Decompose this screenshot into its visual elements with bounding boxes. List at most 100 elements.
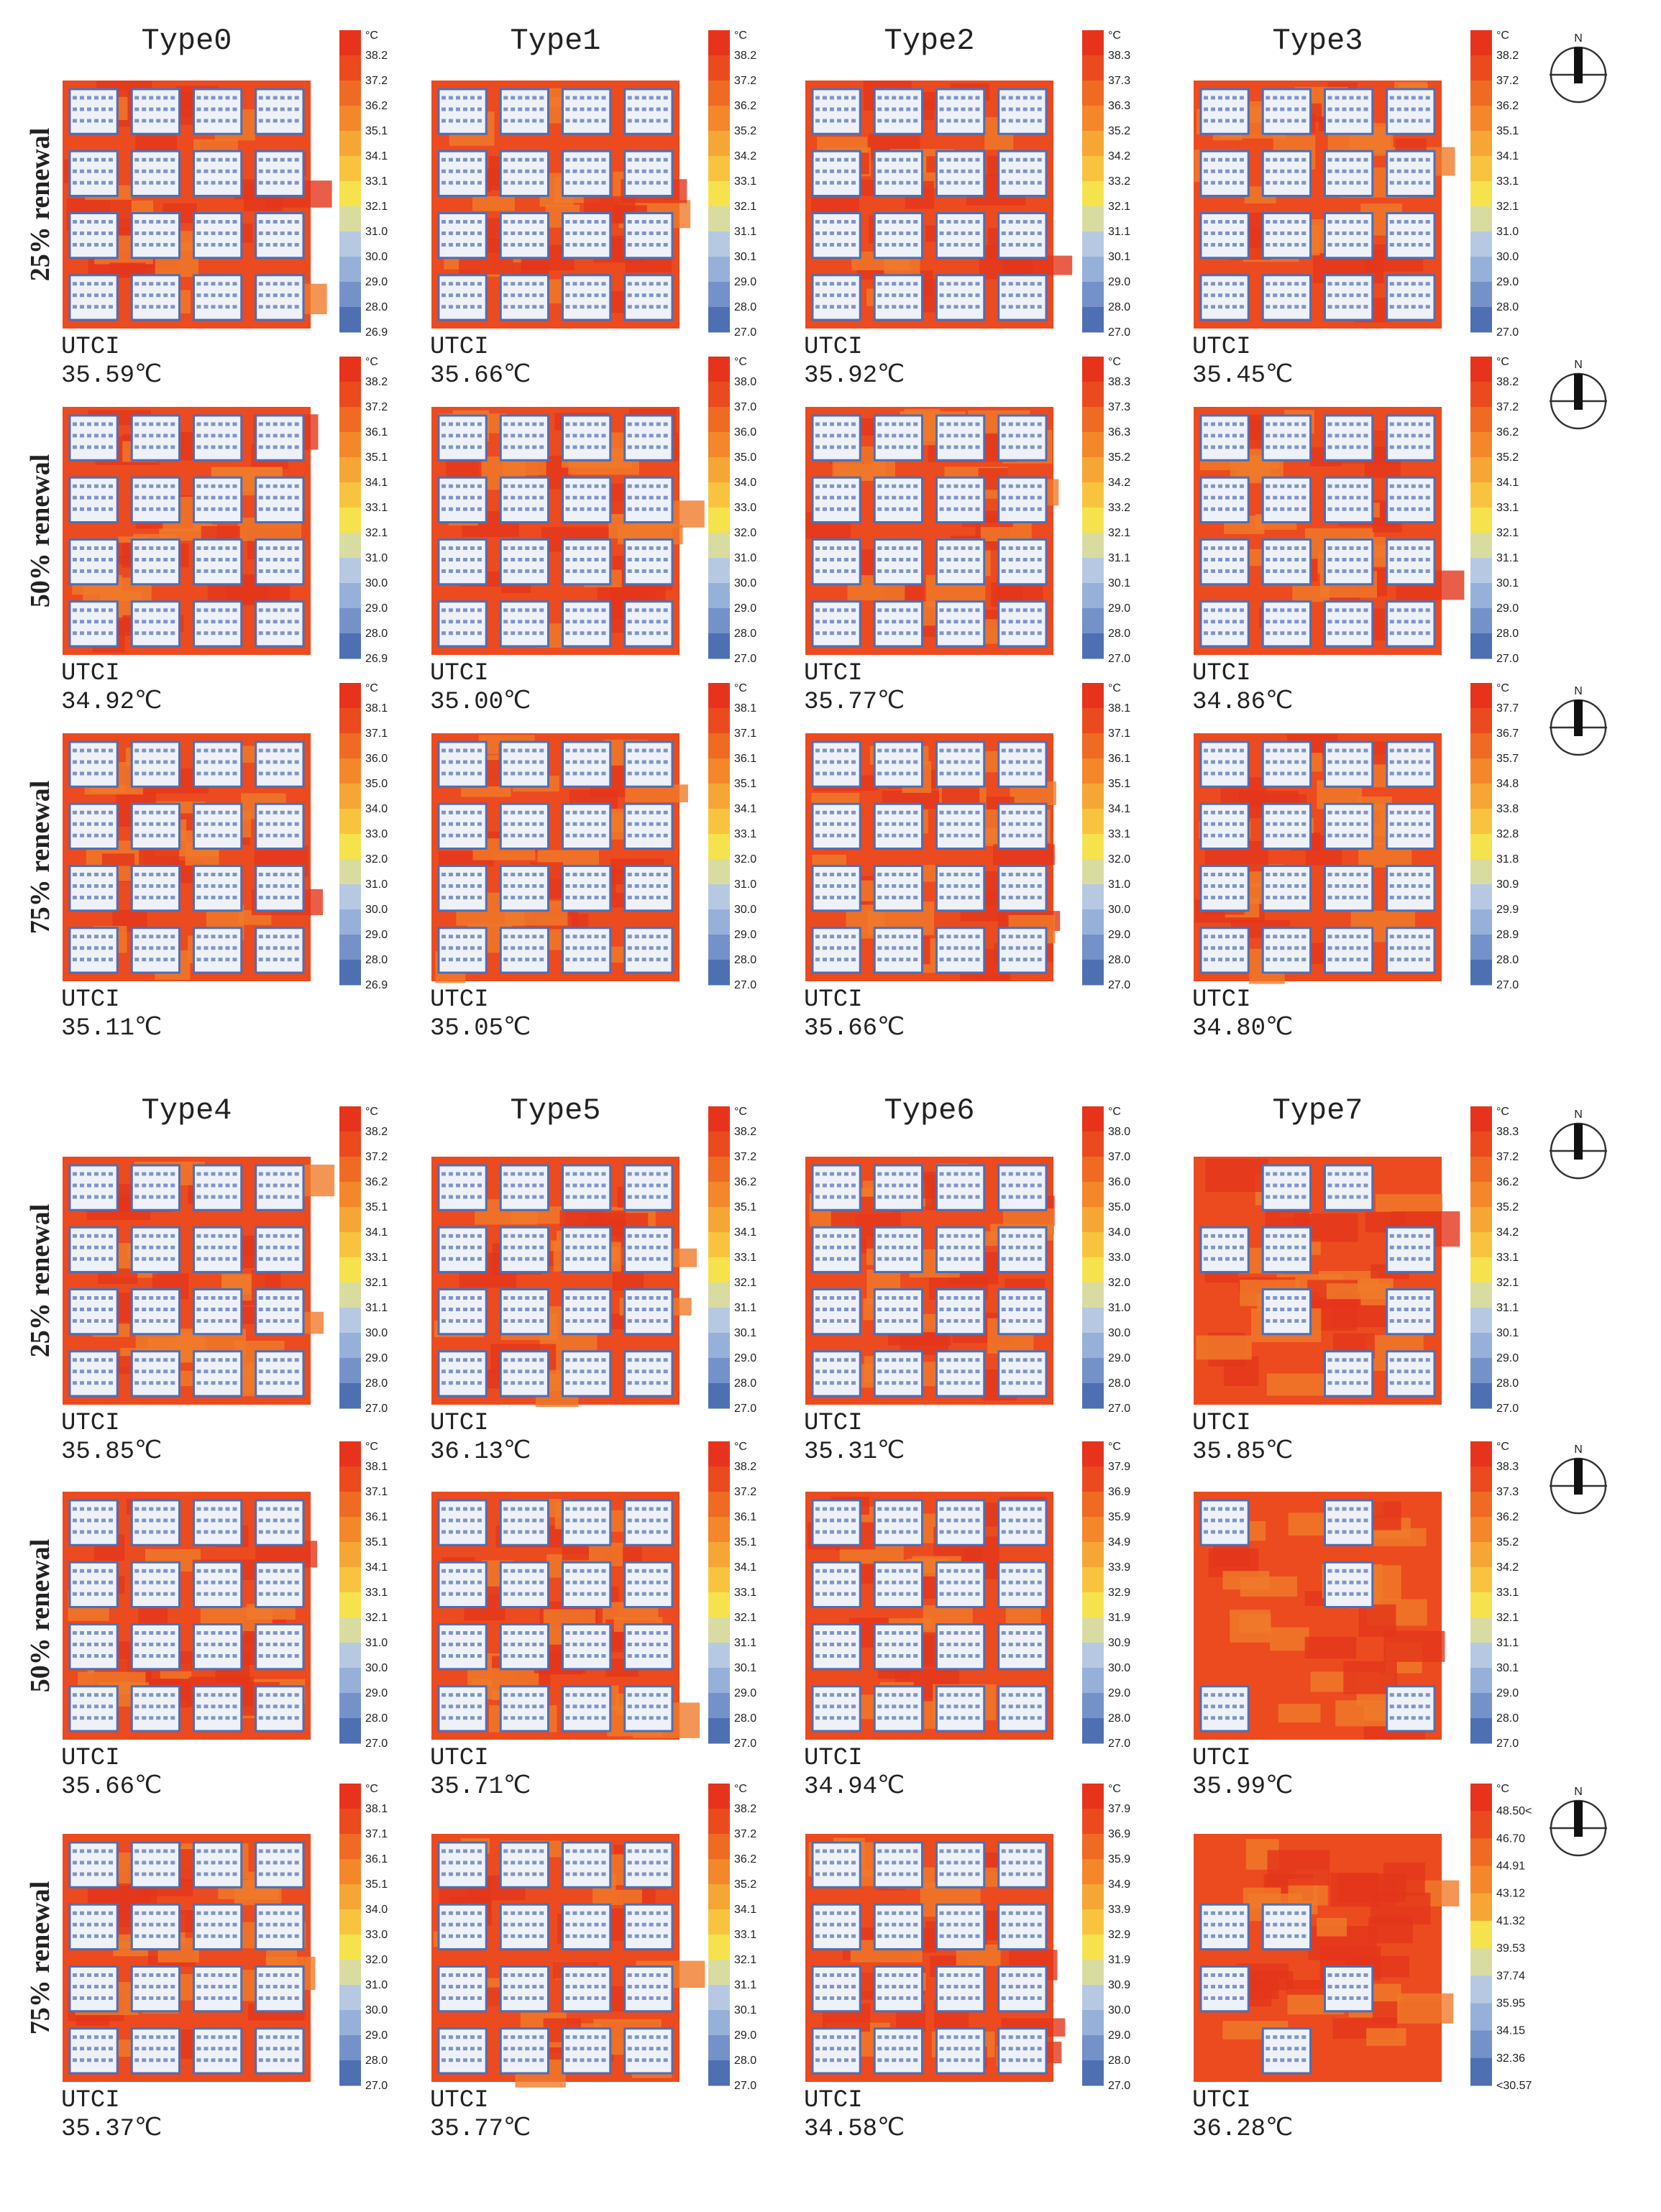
metric-label: UTCI xyxy=(430,986,489,1014)
colorbar-label: 37.0 xyxy=(1108,1151,1130,1163)
colorbar-swatch xyxy=(708,1232,730,1258)
colorbar-label: 33.8 xyxy=(1496,803,1519,815)
colorbar-swatch xyxy=(339,1859,361,1885)
colorbar-swatch xyxy=(1470,1893,1492,1922)
colorbar-swatch xyxy=(339,1257,361,1283)
metric-value: 35.05℃ xyxy=(430,1015,531,1042)
colorbar-label: 30.1 xyxy=(734,2004,756,2016)
building-block xyxy=(499,1841,549,1889)
colorbar-label: 38.1 xyxy=(734,702,756,715)
colorbar-swatch xyxy=(708,884,730,910)
heat-patch xyxy=(559,1210,626,1227)
building-block xyxy=(562,150,612,197)
compass-needle xyxy=(1574,47,1583,83)
colorbar-swatch xyxy=(339,1441,361,1467)
colorbar-swatch xyxy=(1082,257,1104,283)
colorbar-swatch xyxy=(339,1960,361,1986)
building-block xyxy=(562,1623,612,1671)
metric-value: 36.28℃ xyxy=(1192,2116,1293,2143)
colorbar-label: 36.1 xyxy=(365,426,388,439)
building-block xyxy=(255,150,305,197)
building-block xyxy=(623,1623,674,1671)
colorbar-label: 29.0 xyxy=(1108,929,1130,941)
metric-label: UTCI xyxy=(1192,660,1251,687)
colorbar-swatch xyxy=(708,1383,730,1409)
colorbar-swatch xyxy=(708,1668,730,1694)
colorbar-label: 36.2 xyxy=(734,1176,756,1188)
building-block xyxy=(437,1965,488,2013)
building-block xyxy=(193,1164,243,1211)
building-block xyxy=(873,865,923,912)
colorbar-swatch xyxy=(708,282,730,308)
heat-map xyxy=(805,81,1073,329)
colorbar-swatch xyxy=(708,1617,730,1643)
colorbar-swatch xyxy=(708,809,730,835)
colorbar-label: 28.0 xyxy=(1108,1377,1130,1390)
colorbar-label: 29.0 xyxy=(365,1352,388,1364)
colorbar-label: 35.0 xyxy=(734,451,756,464)
colorbar-label: 32.8 xyxy=(1496,828,1519,840)
building-block xyxy=(499,88,549,135)
metric-value: 35.85℃ xyxy=(1192,1438,1293,1466)
building-block xyxy=(1386,927,1436,974)
heat-map xyxy=(805,407,1059,655)
building-block xyxy=(811,476,861,523)
heat-patch xyxy=(1005,1605,1041,1626)
building-block xyxy=(873,1561,923,1608)
colorbar-swatch xyxy=(339,482,361,508)
building-block xyxy=(255,600,305,648)
metric-label: UTCI xyxy=(430,1410,489,1437)
colorbar-label: 28.0 xyxy=(734,954,756,966)
colorbar-swatch xyxy=(1470,909,1492,935)
metric-value: 35.31℃ xyxy=(804,1438,905,1466)
colorbar-label: 36.9 xyxy=(1108,1828,1130,1840)
colorbar-swatch xyxy=(1470,1182,1492,1208)
colorbar-label: 37.74 xyxy=(1496,1970,1525,1982)
colorbar-label: 26.9 xyxy=(365,653,388,665)
colorbar-label: 32.9 xyxy=(1108,1587,1130,1599)
colorbar-swatch xyxy=(708,834,730,860)
colorbar-label: 35.1 xyxy=(365,1201,388,1213)
building-block xyxy=(997,1623,1048,1671)
building-block xyxy=(437,150,488,197)
colorbar-swatch xyxy=(708,608,730,634)
building-block xyxy=(255,1903,305,1950)
building-block xyxy=(68,802,119,850)
colorbar-label: 34.0 xyxy=(1108,1226,1130,1239)
colorbar-swatch xyxy=(1470,1592,1492,1618)
building-block xyxy=(499,927,549,974)
colorbar-swatch xyxy=(708,55,730,81)
building-block xyxy=(68,476,119,523)
compass-label: N xyxy=(1574,359,1583,371)
building-block xyxy=(873,802,923,850)
colorbar-swatch xyxy=(708,30,730,56)
colorbar-swatch xyxy=(708,1834,730,1860)
colorbar-label: 31.0 xyxy=(1108,878,1130,891)
compass-needle xyxy=(1574,700,1583,736)
building-block xyxy=(1324,927,1374,974)
colorbar-label: 34.2 xyxy=(1496,1561,1519,1574)
colorbar-label: 29.0 xyxy=(365,1687,388,1699)
building-block xyxy=(1199,600,1250,648)
building-block xyxy=(935,1903,986,1950)
building-block xyxy=(623,212,674,260)
colorbar-swatch xyxy=(339,257,361,283)
colorbar-swatch xyxy=(1470,733,1492,759)
heat-map xyxy=(431,1492,700,1740)
colorbar-unit: °C xyxy=(734,29,747,42)
colorbar-label: 33.1 xyxy=(365,502,388,514)
colorbar-swatch xyxy=(1082,1132,1104,1157)
building-block xyxy=(1324,88,1374,135)
building-block xyxy=(437,1350,488,1398)
colorbar-swatch xyxy=(1082,1834,1104,1860)
building-block xyxy=(997,1226,1048,1273)
heat-map xyxy=(431,81,691,329)
colorbar-swatch xyxy=(708,909,730,935)
colorbar-label: 27.0 xyxy=(1108,979,1130,991)
building-block xyxy=(130,802,180,850)
colorbar-swatch xyxy=(1470,2003,1492,2032)
colorbar-label: 30.0 xyxy=(734,904,756,916)
metric-value: 35.92℃ xyxy=(804,362,905,390)
metric-label: UTCI xyxy=(804,986,863,1014)
colorbar-label: 38.2 xyxy=(1496,50,1519,62)
